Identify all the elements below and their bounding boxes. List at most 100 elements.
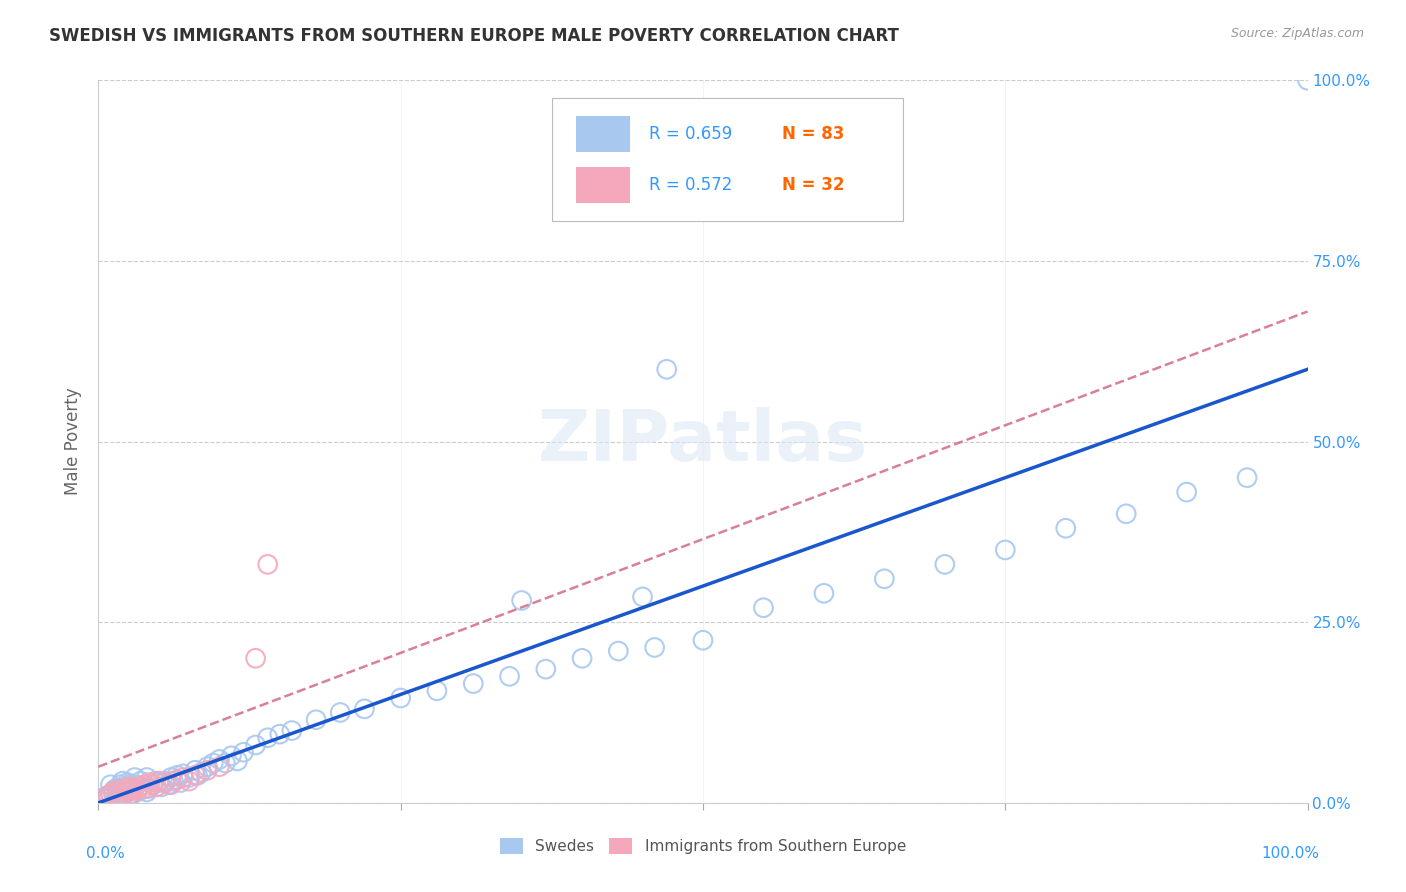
Point (631, 590, 654, 604)
Point (208, 760, 231, 774)
Point (184, 768, 207, 782)
Point (105, 781, 128, 796)
Point (389, 691, 412, 706)
Point (134, 778, 156, 792)
Point (100, 787, 122, 801)
Point (426, 683, 449, 698)
Text: ZIPatlas: ZIPatlas (538, 407, 868, 476)
Point (256, 731, 278, 745)
Point (138, 775, 160, 789)
Point (305, 713, 328, 727)
Point (1236, 470, 1258, 484)
Point (269, 727, 291, 741)
Point (232, 745, 254, 759)
Point (124, 781, 146, 796)
Point (118, 782, 141, 797)
Point (148, 775, 170, 789)
Text: N = 83: N = 83 (782, 125, 844, 144)
Point (111, 787, 134, 801)
Point (1296, 73, 1319, 87)
Y-axis label: Male Poverty: Male Poverty (65, 388, 83, 495)
Point (692, 633, 714, 648)
Point (187, 768, 209, 782)
Text: N = 32: N = 32 (782, 177, 844, 194)
Bar (576, 116, 630, 153)
Point (221, 748, 243, 763)
Point (108, 787, 131, 801)
Point (172, 771, 194, 785)
Point (1175, 485, 1198, 500)
Point (463, 676, 485, 690)
Point (607, 644, 630, 658)
Point (160, 771, 183, 785)
Point (153, 774, 176, 789)
Point (101, 785, 124, 799)
Point (127, 785, 149, 799)
Point (160, 778, 183, 792)
Legend: Swedes, Immigrants from Southern Europe: Swedes, Immigrants from Southern Europe (494, 832, 912, 860)
Point (135, 771, 157, 785)
FancyBboxPatch shape (551, 98, 903, 221)
Point (121, 787, 143, 801)
Point (172, 767, 194, 781)
Point (111, 774, 134, 789)
Point (150, 780, 173, 794)
Point (117, 775, 139, 789)
Point (934, 558, 956, 572)
Point (166, 768, 188, 782)
Point (195, 764, 218, 778)
Point (1054, 521, 1077, 535)
Point (534, 662, 557, 676)
Point (143, 774, 166, 789)
Point (281, 723, 304, 738)
Point (112, 789, 135, 803)
Point (118, 778, 141, 792)
Point (100, 787, 122, 801)
Text: SWEDISH VS IMMIGRANTS FROM SOUTHERN EUROPE MALE POVERTY CORRELATION CHART: SWEDISH VS IMMIGRANTS FROM SOUTHERN EURO… (49, 27, 898, 45)
Point (179, 774, 201, 789)
Point (108, 778, 131, 792)
Point (121, 787, 143, 801)
Point (135, 785, 157, 799)
Point (108, 790, 131, 805)
Point (329, 706, 352, 720)
Point (208, 752, 231, 766)
Bar (576, 167, 630, 203)
Point (134, 778, 156, 792)
Point (1115, 507, 1137, 521)
Point (148, 774, 170, 789)
Point (111, 782, 134, 797)
Point (129, 780, 152, 794)
Point (114, 781, 136, 796)
Text: R = 0.572: R = 0.572 (648, 177, 733, 194)
Point (107, 785, 129, 799)
Point (179, 771, 201, 785)
Point (93, 792, 115, 806)
Point (105, 790, 128, 805)
Point (118, 781, 141, 796)
Point (813, 586, 835, 600)
Point (169, 775, 191, 789)
Point (107, 782, 129, 797)
Point (162, 774, 184, 789)
Point (100, 778, 122, 792)
Point (127, 782, 149, 797)
Point (93, 790, 115, 805)
Point (153, 775, 176, 789)
Point (118, 780, 141, 794)
Point (131, 782, 153, 797)
Point (117, 785, 139, 799)
Point (190, 765, 212, 780)
Point (97, 789, 120, 803)
Point (245, 651, 267, 665)
Point (120, 782, 142, 797)
Point (135, 781, 157, 796)
Point (129, 774, 152, 789)
Point (124, 771, 146, 785)
Point (655, 362, 678, 376)
Point (644, 640, 666, 655)
Point (115, 785, 138, 799)
Point (105, 789, 128, 803)
Point (226, 754, 249, 768)
Point (114, 780, 136, 794)
